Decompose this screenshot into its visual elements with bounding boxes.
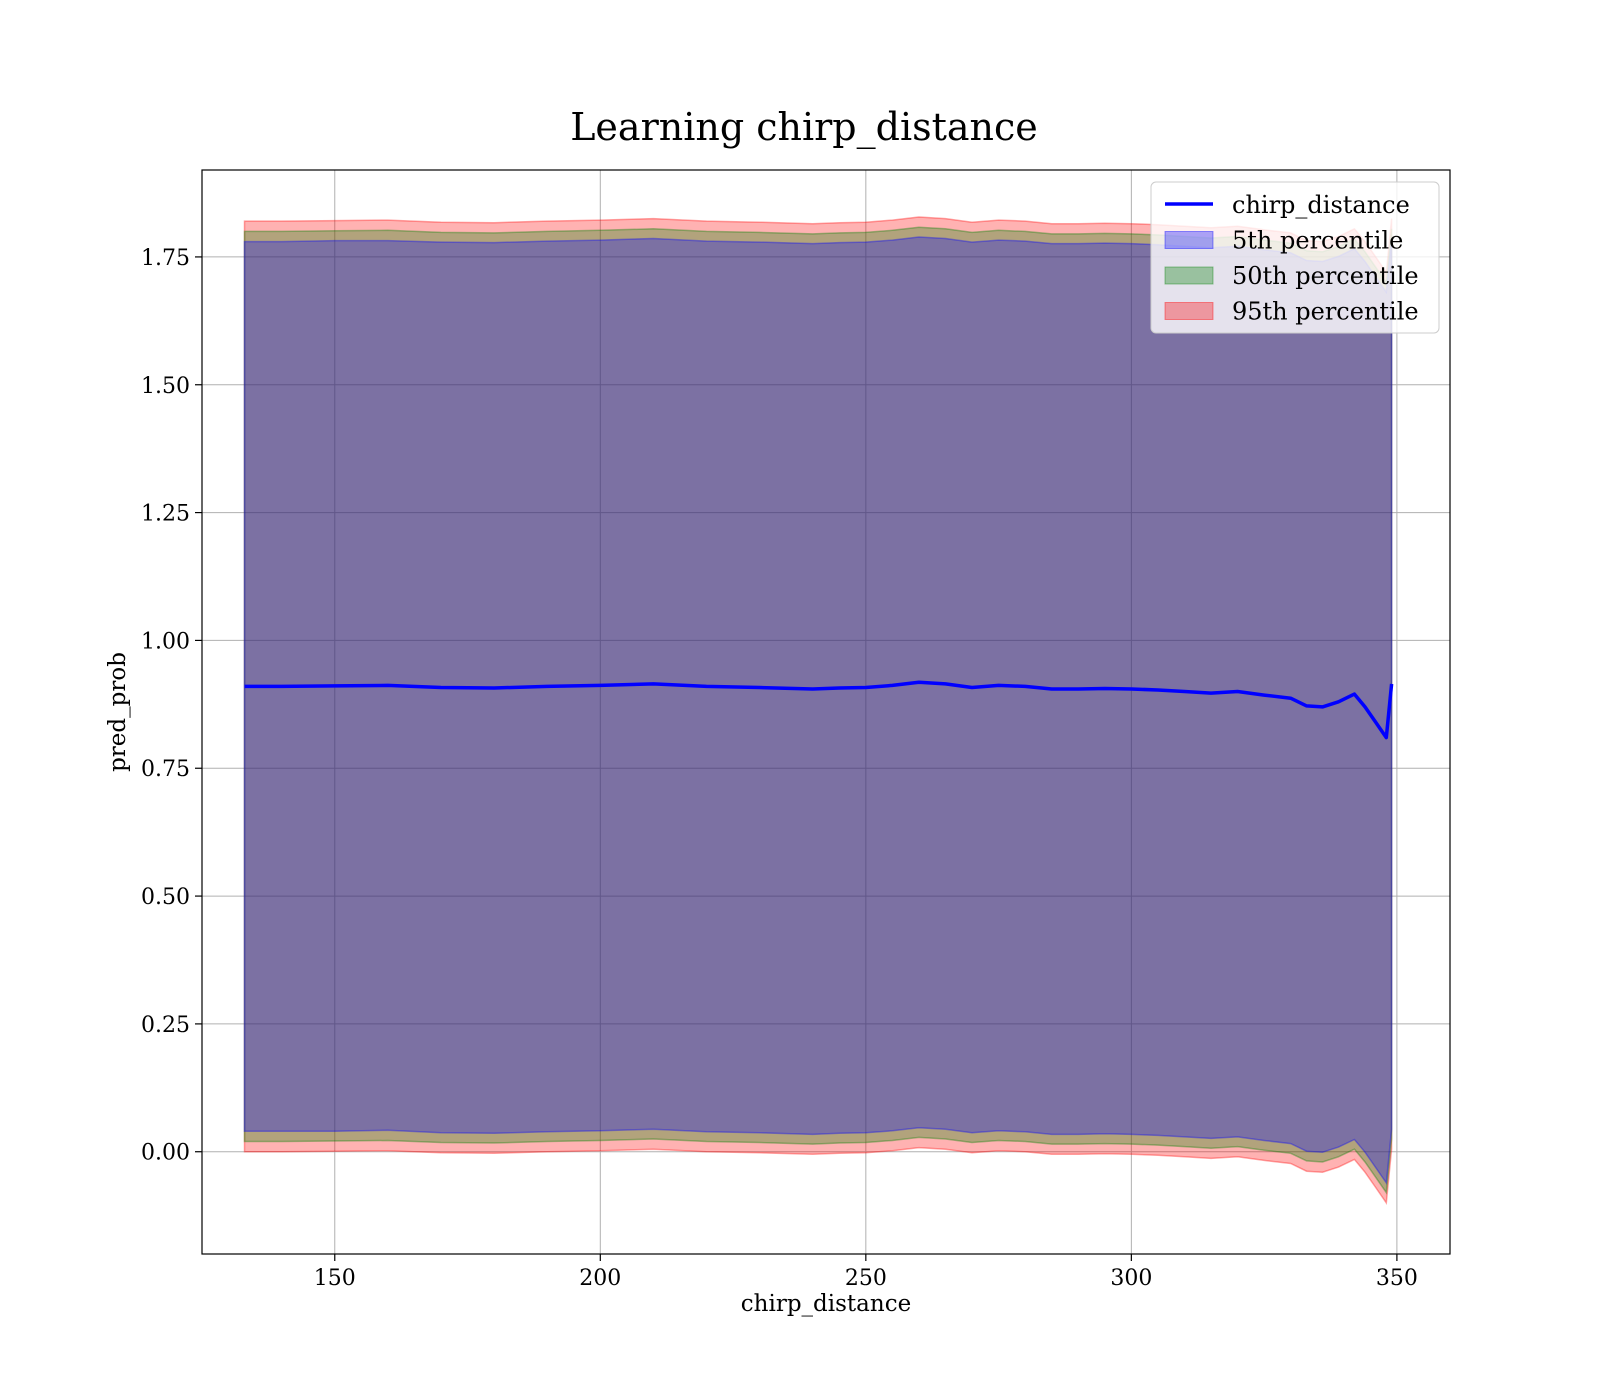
y-tick-label: 1.75: [141, 246, 190, 271]
x-tick-label: 150: [314, 1266, 356, 1291]
y-tick-label: 1.00: [141, 629, 190, 654]
plot-area: [201, 169, 1451, 1255]
x-tick-label: 350: [1376, 1266, 1418, 1291]
grid: [202, 170, 1450, 1254]
x-axis-ticks: 150 200 250 300 350: [314, 1254, 1418, 1291]
legend-swatch-patch: [1164, 231, 1214, 249]
x-tick-label: 250: [845, 1266, 887, 1291]
y-axis-label: pred_prob: [105, 652, 131, 772]
y-tick-label: 0.50: [141, 885, 190, 910]
legend-label: 5th percentile: [1232, 227, 1403, 255]
y-tick-label: 0.25: [141, 1013, 190, 1038]
y-tick-label: 0.00: [141, 1141, 190, 1166]
legend: chirp_distance 5th percentile 50th percent…: [1150, 181, 1440, 334]
y-axis-ticks: 0.00 0.25 0.50 0.75 1.00 1.25 1.50 1.75: [141, 246, 202, 1166]
legend-label: 50th percentile: [1232, 262, 1419, 290]
legend-swatch-patch: [1164, 302, 1214, 320]
series-line-chirp_distance: [244, 680, 1394, 740]
band-95th: [243, 216, 1393, 1206]
chart-title: Learning chirp_distance: [570, 105, 1038, 150]
series-lines: [244, 680, 1394, 740]
legend-label: 95th percentile: [1232, 298, 1419, 326]
legend-label: chirp_distance: [1232, 191, 1410, 219]
y-tick-label: 0.75: [141, 757, 190, 782]
x-tick-label: 300: [1110, 1266, 1152, 1291]
band-5th: [243, 236, 1393, 1186]
axes-frame: [201, 169, 1451, 1255]
y-tick-label: 1.50: [141, 374, 190, 399]
x-tick-label: 200: [579, 1266, 621, 1291]
y-tick-label: 1.25: [141, 502, 190, 527]
x-axis-label: chirp_distance: [741, 1291, 911, 1317]
legend-swatch-patch: [1164, 266, 1214, 285]
percentile-bands: [243, 216, 1393, 1206]
legend-box: [1150, 181, 1440, 334]
band-50th: [243, 226, 1393, 1195]
